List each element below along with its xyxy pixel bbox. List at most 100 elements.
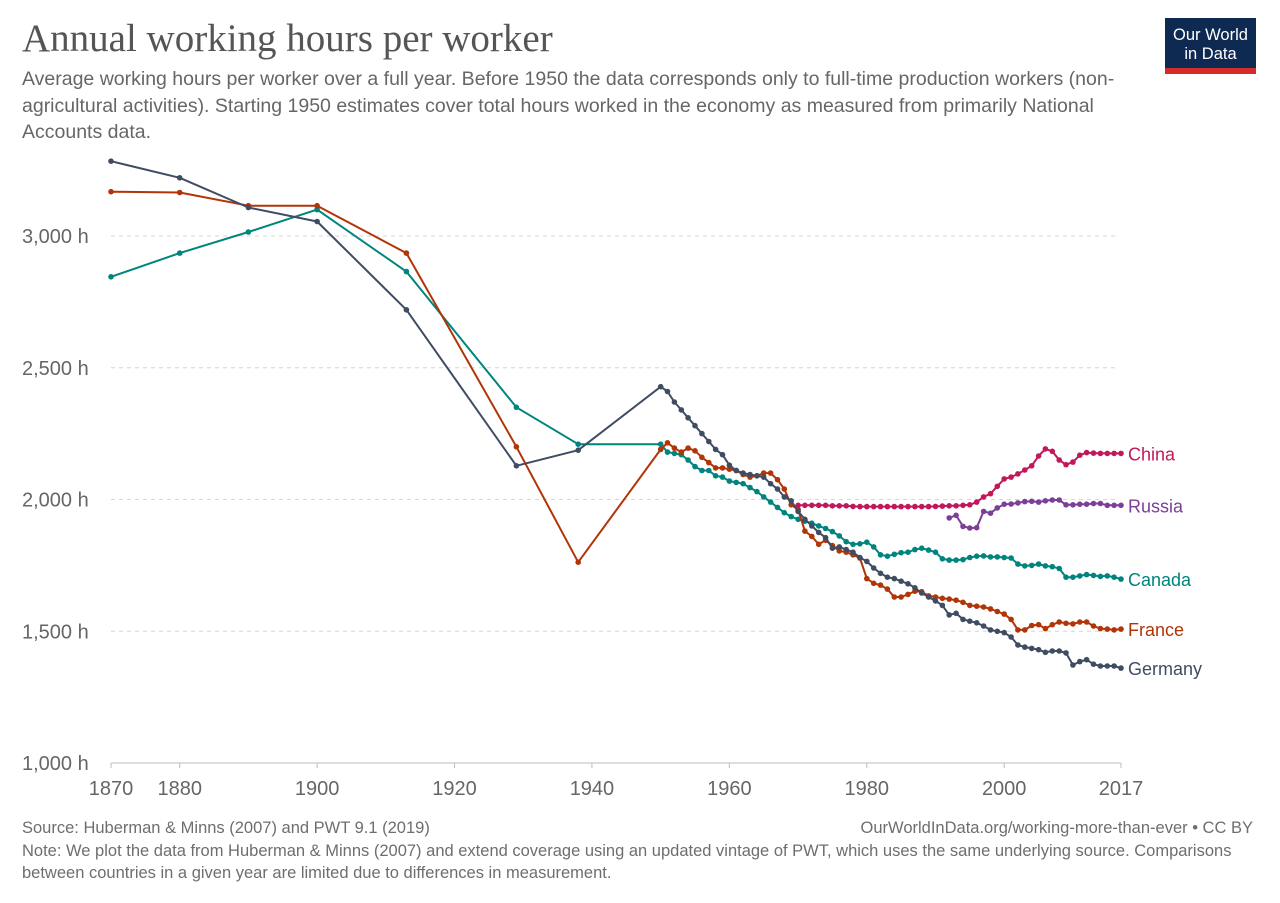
data-point-germany-1957 xyxy=(706,438,712,445)
data-point-canada-1998 xyxy=(987,554,994,560)
x-tick-label-1900: 1900 xyxy=(295,778,340,800)
data-point-germany-1997 xyxy=(980,623,987,629)
data-point-canada-1987 xyxy=(912,546,918,553)
data-point-germany-1974 xyxy=(822,534,829,541)
data-point-canada-1970 xyxy=(795,516,801,523)
data-point-germany-1981 xyxy=(870,565,877,571)
data-point-canada-1956 xyxy=(699,467,705,474)
data-point-china-2004 xyxy=(1028,463,1035,469)
data-point-germany-1975 xyxy=(829,545,836,551)
data-point-france-1997 xyxy=(980,604,987,610)
series-label-canada: Canada xyxy=(1128,570,1192,590)
data-point-canada-2000 xyxy=(1001,554,1007,561)
data-point-canada-1954 xyxy=(685,457,691,463)
data-point-canada-1966 xyxy=(767,499,774,505)
data-point-germany-2015 xyxy=(1104,663,1111,669)
data-point-canada-1967 xyxy=(774,504,781,511)
data-point-france-2009 xyxy=(1063,620,1069,627)
data-point-canada-1984 xyxy=(891,551,898,558)
data-point-france-1985 xyxy=(898,594,904,600)
data-point-canada-2001 xyxy=(1008,555,1014,561)
data-point-france-1913 xyxy=(403,250,410,256)
data-point-russia-2017 xyxy=(1118,502,1124,509)
data-point-france-1880 xyxy=(176,189,183,196)
data-point-france-2003 xyxy=(1022,627,1028,633)
data-point-germany-1929 xyxy=(513,463,520,469)
data-point-france-1976 xyxy=(836,548,843,554)
data-point-china-1977 xyxy=(843,503,849,509)
data-point-germany-1965 xyxy=(760,474,767,480)
data-point-russia-1993 xyxy=(953,512,959,519)
series-lines xyxy=(108,158,1124,671)
data-point-germany-1985 xyxy=(898,578,904,584)
data-point-canada-2002 xyxy=(1015,561,1021,567)
data-point-canada-2005 xyxy=(1035,561,1042,567)
data-point-france-2007 xyxy=(1049,621,1056,628)
data-point-canada-1999 xyxy=(994,554,1001,560)
data-point-germany-2010 xyxy=(1070,662,1076,668)
data-point-canada-2012 xyxy=(1083,571,1090,578)
data-point-canada-2011 xyxy=(1077,573,1083,579)
data-point-germany-1958 xyxy=(712,446,719,453)
data-point-china-2015 xyxy=(1104,450,1111,457)
data-point-germany-2011 xyxy=(1077,658,1083,665)
data-point-russia-2002 xyxy=(1015,500,1021,506)
data-point-france-1960 xyxy=(726,466,733,473)
data-point-germany-1961 xyxy=(733,467,739,474)
data-point-russia-2013 xyxy=(1090,500,1097,507)
x-tick-label-2000: 2000 xyxy=(982,778,1027,800)
data-point-canada-1900 xyxy=(314,206,320,213)
data-point-france-1994 xyxy=(960,599,966,606)
data-point-canada-1985 xyxy=(898,549,904,556)
data-point-china-1974 xyxy=(822,502,829,509)
data-point-france-1995 xyxy=(967,602,973,609)
data-point-germany-2007 xyxy=(1049,648,1056,654)
data-point-france-2004 xyxy=(1028,622,1035,629)
data-point-china-2013 xyxy=(1090,450,1097,456)
series-label-russia: Russia xyxy=(1128,496,1184,516)
data-point-china-1973 xyxy=(815,502,822,509)
data-point-china-2005 xyxy=(1035,453,1042,459)
data-point-canada-1952 xyxy=(671,450,678,457)
data-point-china-1999 xyxy=(994,483,1001,490)
credit-link[interactable]: OurWorldInData.org/working-more-than-eve… xyxy=(860,819,1253,837)
data-point-germany-2005 xyxy=(1035,646,1042,653)
data-point-france-1996 xyxy=(973,603,980,609)
data-point-russia-2010 xyxy=(1070,502,1076,508)
data-point-france-1870 xyxy=(108,188,114,195)
data-point-germany-1952 xyxy=(671,399,678,405)
x-tick-label-1880: 1880 xyxy=(157,778,202,800)
data-point-france-1900 xyxy=(314,202,320,209)
data-point-canada-2015 xyxy=(1104,573,1111,579)
y-tick-label-2000: 2,000 h xyxy=(22,490,89,512)
data-point-germany-1913 xyxy=(403,307,410,313)
data-point-germany-1999 xyxy=(994,628,1001,635)
data-point-china-1990 xyxy=(932,503,939,510)
data-point-canada-1977 xyxy=(843,538,849,545)
data-point-france-2013 xyxy=(1090,623,1097,629)
data-point-russia-2008 xyxy=(1056,497,1062,503)
data-point-germany-1998 xyxy=(987,627,994,633)
data-point-france-1965 xyxy=(760,470,767,476)
data-point-canada-1982 xyxy=(877,552,884,558)
data-point-france-1984 xyxy=(891,594,898,600)
data-point-canada-1960 xyxy=(726,478,733,484)
data-point-china-1984 xyxy=(891,503,898,510)
data-point-china-1986 xyxy=(905,503,911,510)
data-point-canada-1969 xyxy=(788,513,794,520)
y-tick-label-1500: 1,500 h xyxy=(22,621,89,643)
data-point-canada-1975 xyxy=(829,528,836,535)
data-point-france-2016 xyxy=(1111,627,1117,633)
data-point-germany-1970 xyxy=(795,508,801,515)
data-point-germany-1951 xyxy=(664,388,671,395)
data-point-china-1975 xyxy=(829,503,836,509)
series-line-china xyxy=(798,447,1121,508)
line-chart: 1,000 h 1,500 h 2,000 h 2,500 h 3,000 h 1870… xyxy=(22,158,1202,800)
owid-logo[interactable]: Our World in Data xyxy=(1165,18,1256,74)
chart-title: Annual working hours per worker xyxy=(22,17,553,60)
data-point-germany-1989 xyxy=(925,594,932,600)
x-tick-label-2017: 2017 xyxy=(1099,778,1144,800)
data-point-canada-1974 xyxy=(822,525,829,532)
data-point-canada-2009 xyxy=(1063,574,1069,580)
data-point-germany-1973 xyxy=(815,529,822,536)
